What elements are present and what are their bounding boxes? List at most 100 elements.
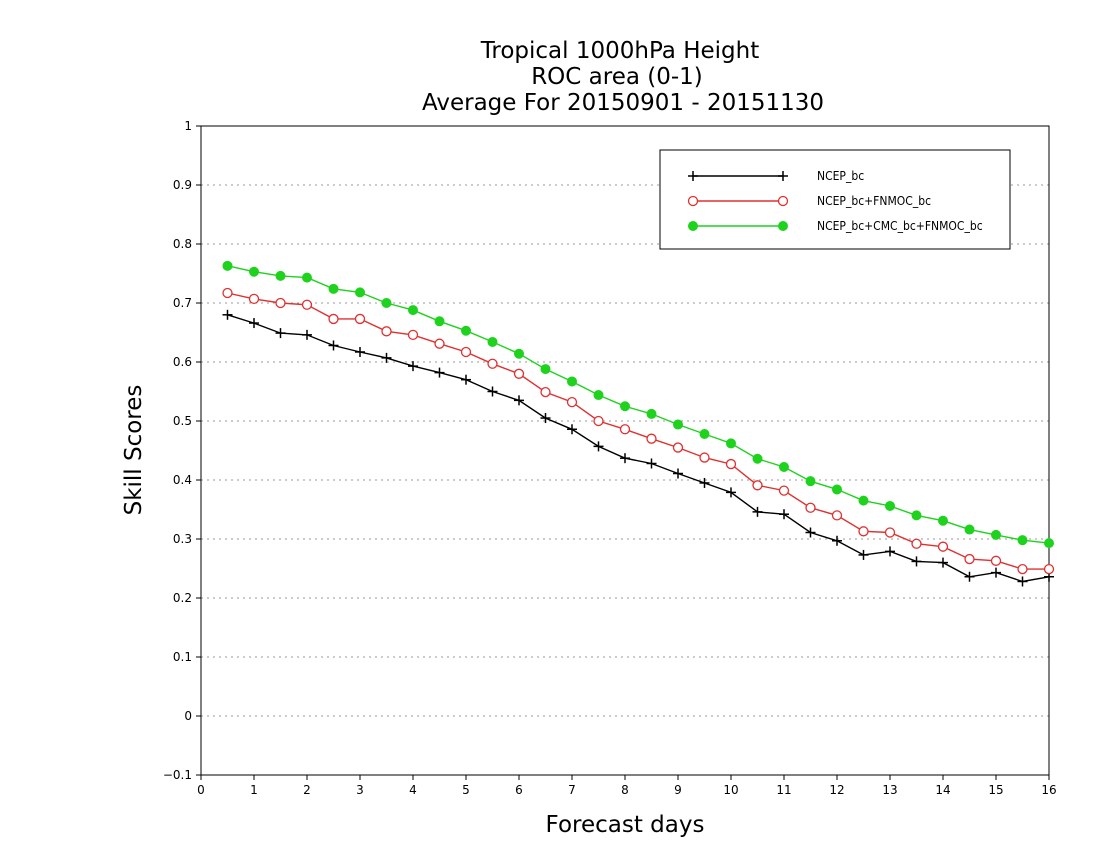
data-point bbox=[752, 453, 763, 464]
legend-marker bbox=[688, 221, 698, 231]
series-ncep-bc-fnmoc-bc bbox=[222, 287, 1055, 575]
x-tick-label: 5 bbox=[462, 783, 470, 797]
data-point bbox=[593, 390, 604, 401]
data-point bbox=[884, 527, 896, 538]
data-point bbox=[540, 413, 551, 424]
legend-item-ncep-bc-cmc-bc-fnmoc-bc: NCEP_bc+CMC_bc+FNMOC_bc bbox=[688, 219, 983, 233]
data-point bbox=[779, 462, 789, 473]
data-point bbox=[858, 549, 869, 560]
legend-box bbox=[659, 149, 1011, 250]
data-point bbox=[831, 510, 843, 521]
x-tick-label: 10 bbox=[723, 783, 738, 797]
data-point bbox=[885, 546, 895, 557]
x-tick-label: 16 bbox=[1041, 783, 1056, 797]
x-tick-label: 2 bbox=[303, 783, 311, 797]
data-point bbox=[434, 367, 445, 378]
data-point bbox=[249, 266, 259, 277]
data-point bbox=[911, 538, 922, 549]
title-line-2: ROC area (0-1) bbox=[531, 64, 703, 90]
y-tick-label: 0 bbox=[184, 709, 192, 723]
data-point bbox=[620, 401, 630, 412]
data-point bbox=[620, 453, 630, 464]
data-point bbox=[1044, 538, 1054, 549]
series-line bbox=[227, 292, 1049, 570]
x-axis-label: Forecast days bbox=[546, 812, 705, 838]
x-tick-label: 8 bbox=[621, 783, 629, 797]
data-point bbox=[275, 297, 286, 309]
data-point bbox=[248, 293, 260, 305]
data-point bbox=[381, 298, 392, 308]
data-point bbox=[593, 441, 604, 452]
data-point bbox=[222, 287, 233, 299]
x-tick-label: 13 bbox=[882, 783, 897, 797]
data-point bbox=[699, 428, 710, 439]
grid-lines bbox=[201, 184, 1049, 717]
data-point bbox=[460, 346, 472, 358]
data-point bbox=[355, 346, 365, 357]
x-tick-label: 6 bbox=[515, 783, 523, 797]
data-point bbox=[1017, 576, 1028, 587]
x-tick-label: 4 bbox=[409, 783, 417, 797]
data-point bbox=[328, 313, 339, 325]
series-line bbox=[227, 265, 1050, 544]
data-point bbox=[540, 364, 551, 375]
x-axis-ticks: 0 1 2 3 4 5 6 7 8 9 10 11 12 13 14 15 16 bbox=[197, 775, 1057, 797]
data-point bbox=[593, 415, 604, 427]
data-point bbox=[487, 358, 498, 369]
legend-marker bbox=[778, 171, 788, 181]
data-point bbox=[302, 329, 312, 340]
data-point bbox=[355, 287, 365, 298]
data-point bbox=[1017, 535, 1028, 546]
data-point bbox=[461, 325, 471, 336]
data-point bbox=[699, 452, 710, 463]
y-axis-ticks: −0.1 0 0.1 0.2 0.3 0.4 0.5 0.6 0.7 0.8 0.9 1 bbox=[163, 119, 201, 782]
chart-title: Tropical 1000hPa Height ROC area (0-1) A… bbox=[422, 38, 824, 116]
data-point bbox=[1043, 563, 1055, 575]
data-point bbox=[832, 535, 842, 546]
y-tick-label: 0.3 bbox=[173, 532, 192, 546]
data-point bbox=[938, 557, 948, 568]
data-point bbox=[275, 270, 286, 281]
title-line-3: Average For 20150901 - 20151130 bbox=[422, 90, 824, 116]
data-point bbox=[249, 318, 259, 329]
x-tick-label: 11 bbox=[776, 783, 791, 797]
data-point bbox=[779, 509, 789, 520]
data-point bbox=[1017, 563, 1028, 575]
legend-marker bbox=[777, 195, 789, 207]
title-line-1: Tropical 1000hPa Height bbox=[480, 38, 760, 64]
x-tick-label: 1 bbox=[250, 783, 258, 797]
data-point bbox=[964, 571, 975, 582]
data-point bbox=[673, 419, 683, 430]
data-point bbox=[937, 541, 949, 552]
data-point bbox=[752, 506, 763, 517]
data-point bbox=[832, 484, 842, 495]
legend-marker bbox=[688, 171, 698, 181]
y-axis-label: Skill Scores bbox=[121, 385, 147, 516]
data-point bbox=[301, 299, 313, 310]
legend-label: NCEP_bc+FNMOC_bc bbox=[817, 194, 931, 208]
data-point bbox=[514, 348, 524, 359]
legend-item-ncep-bc-fnmoc-bc: NCEP_bc+FNMOC_bc bbox=[687, 194, 931, 208]
legend-label: NCEP_bc bbox=[817, 169, 864, 183]
y-tick-label: 0.6 bbox=[173, 355, 192, 369]
data-point bbox=[725, 458, 737, 470]
y-tick-label: 0.1 bbox=[173, 650, 192, 664]
data-point bbox=[646, 408, 657, 419]
data-point bbox=[699, 477, 710, 488]
y-tick-label: 0.2 bbox=[173, 591, 192, 605]
data-point bbox=[408, 305, 418, 316]
data-point bbox=[778, 485, 790, 496]
x-tick-label: 3 bbox=[356, 783, 364, 797]
data-point bbox=[672, 442, 684, 453]
legend-marker bbox=[778, 221, 788, 231]
legend-item-ncep-bc: NCEP_bc bbox=[688, 169, 864, 183]
data-point bbox=[805, 527, 816, 538]
y-tick-label: 0.7 bbox=[173, 296, 192, 310]
data-point bbox=[222, 309, 233, 320]
data-point bbox=[991, 567, 1001, 578]
data-point bbox=[964, 553, 975, 565]
series-line bbox=[227, 314, 1050, 583]
data-point bbox=[991, 529, 1001, 540]
data-point bbox=[726, 487, 736, 498]
